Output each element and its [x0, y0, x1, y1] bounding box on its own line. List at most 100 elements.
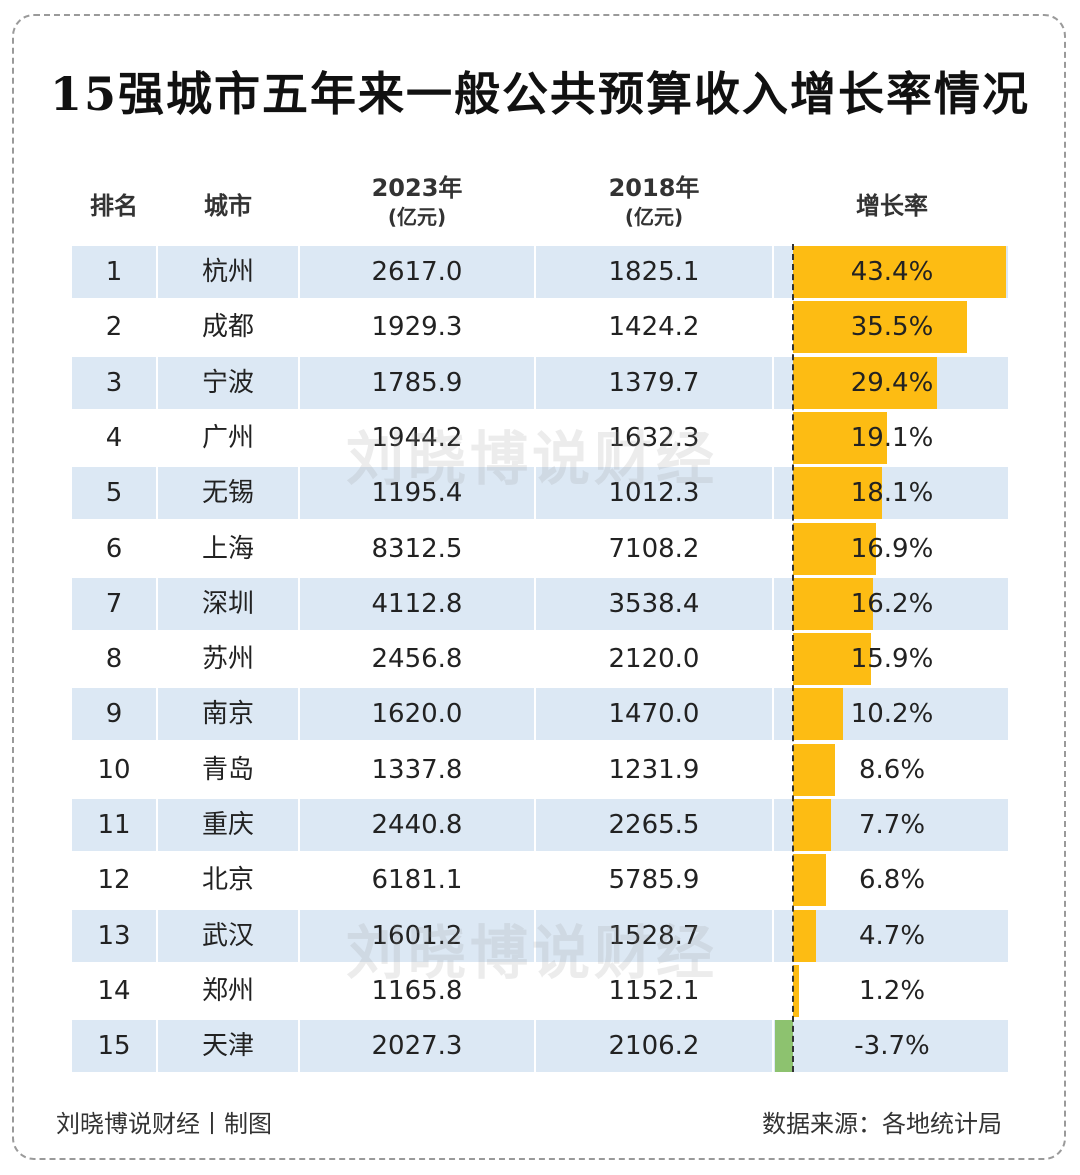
growth-bar: [793, 965, 799, 1017]
city-cell: 上海: [201, 534, 254, 564]
city-cell: 郑州: [201, 976, 254, 1006]
value-2023-cell: 1785.9: [300, 357, 534, 409]
growth-bar: [793, 854, 827, 906]
growth-bar: [793, 688, 844, 740]
dashed-frame: [12, 14, 1066, 1160]
value-2018-cell: 3538.4: [536, 578, 772, 630]
growth-bar: [793, 910, 817, 962]
city-cell: 苏州: [201, 644, 254, 674]
watermark-lower: 刘晓博说财经: [346, 919, 719, 987]
growth-label: 8.6%: [858, 755, 926, 785]
header-city: 城市: [204, 192, 252, 220]
rank-cell: 12: [97, 865, 131, 895]
value-2023-cell: 1195.4: [300, 467, 534, 519]
value-2023-cell: 4112.8: [300, 578, 534, 630]
growth-cell: 10.2%: [774, 688, 1008, 740]
growth-cell: 16.2%: [774, 578, 1008, 630]
growth-cell: 29.4%: [774, 357, 1008, 409]
rank-cell: 8: [105, 644, 123, 674]
growth-label: 6.8%: [858, 865, 926, 895]
growth-cell: 15.9%: [774, 633, 1008, 685]
footer-credit: 刘晓博说财经丨制图: [56, 1110, 272, 1138]
growth-label: -3.7%: [854, 1031, 930, 1061]
growth-label: 7.7%: [858, 810, 926, 840]
city-cell: 无锡: [158, 467, 298, 519]
value-2023-cell: 1337.8: [371, 755, 463, 785]
growth-label: 18.1%: [850, 478, 934, 508]
growth-label: 19.1%: [850, 423, 934, 453]
growth-label: 10.2%: [850, 699, 934, 729]
page-title: 15强城市五年来一般公共预算收入增长率情况: [49, 67, 1030, 121]
rank-cell: 11: [72, 799, 156, 851]
growth-bar: [793, 523, 876, 575]
value-2018-cell: 7108.2: [608, 534, 700, 564]
growth-label: 35.5%: [850, 312, 934, 342]
city-cell: 宁波: [158, 357, 298, 409]
rank-cell: 13: [72, 910, 156, 962]
growth-cell: 18.1%: [774, 467, 1008, 519]
value-2023-cell: 2440.8: [300, 799, 534, 851]
header-2018-year: 2018年: [608, 174, 700, 202]
city-cell: 深圳: [158, 578, 298, 630]
value-2023-cell: 1929.3: [371, 312, 463, 342]
rank-cell: 1: [72, 246, 156, 298]
growth-bar: [793, 301, 968, 353]
rank-cell: 9: [72, 688, 156, 740]
growth-bar: [793, 357, 938, 409]
value-2023-cell: 2617.0: [300, 246, 534, 298]
rank-cell: 14: [97, 976, 131, 1006]
value-2018-cell: 1528.7: [536, 910, 772, 962]
city-cell: 南京: [158, 688, 298, 740]
header-2023-unit: (亿元): [387, 205, 447, 229]
rank-cell: 4: [105, 423, 123, 453]
growth-bar: [793, 744, 836, 796]
growth-cell: 8.6%: [774, 744, 1008, 796]
rank-cell: 7: [72, 578, 156, 630]
growth-label: 16.9%: [850, 534, 934, 564]
value-2018-cell: 1825.1: [536, 246, 772, 298]
value-2023-cell: 1620.0: [300, 688, 534, 740]
growth-label: 29.4%: [850, 368, 934, 398]
rank-cell: 2: [105, 312, 123, 342]
value-2018-cell: 2265.5: [536, 799, 772, 851]
value-2018-cell: 1231.9: [608, 755, 700, 785]
header-rank: 排名: [90, 192, 138, 220]
footer-source: 数据来源：各地统计局: [762, 1110, 1002, 1138]
header-2018-unit: (亿元): [624, 205, 684, 229]
rank-cell: 5: [72, 467, 156, 519]
growth-bar: [793, 799, 831, 851]
growth-cell: 6.8%: [774, 854, 1008, 906]
value-2018-cell: 1632.3: [608, 423, 700, 453]
growth-bar: [793, 467, 882, 519]
rank-cell: 10: [97, 755, 131, 785]
value-2023-cell: 2456.8: [371, 644, 463, 674]
header-2023-year: 2023年: [371, 174, 463, 202]
growth-label: 16.2%: [850, 589, 934, 619]
value-2018-cell: 1012.3: [536, 467, 772, 519]
value-2018-cell: 2106.2: [536, 1020, 772, 1072]
city-cell: 杭州: [158, 246, 298, 298]
watermark-upper: 刘晓博说财经: [346, 425, 719, 493]
city-cell: 天津: [158, 1020, 298, 1072]
rank-cell: 3: [72, 357, 156, 409]
growth-cell: 4.7%: [774, 910, 1008, 962]
city-cell: 北京: [201, 865, 254, 895]
growth-label: 4.7%: [858, 921, 926, 951]
city-cell: 成都: [201, 312, 254, 342]
growth-bar: [793, 246, 1006, 298]
value-2023-cell: 8312.5: [371, 534, 463, 564]
city-cell: 重庆: [158, 799, 298, 851]
growth-cell: 19.1%: [774, 412, 1008, 464]
rank-cell: 15: [72, 1020, 156, 1072]
city-cell: 广州: [201, 423, 254, 453]
zero-axis-line: [792, 244, 794, 1072]
value-2023-cell: 1165.8: [371, 976, 463, 1006]
value-2018-cell: 2120.0: [608, 644, 700, 674]
value-2018-cell: 1152.1: [608, 976, 700, 1006]
growth-bar: [793, 412, 887, 464]
growth-cell: 16.9%: [774, 523, 1008, 575]
city-cell: 武汉: [158, 910, 298, 962]
growth-bar: [774, 1020, 793, 1072]
value-2018-cell: 5785.9: [608, 865, 700, 895]
header-growth: 增长率: [856, 192, 928, 220]
